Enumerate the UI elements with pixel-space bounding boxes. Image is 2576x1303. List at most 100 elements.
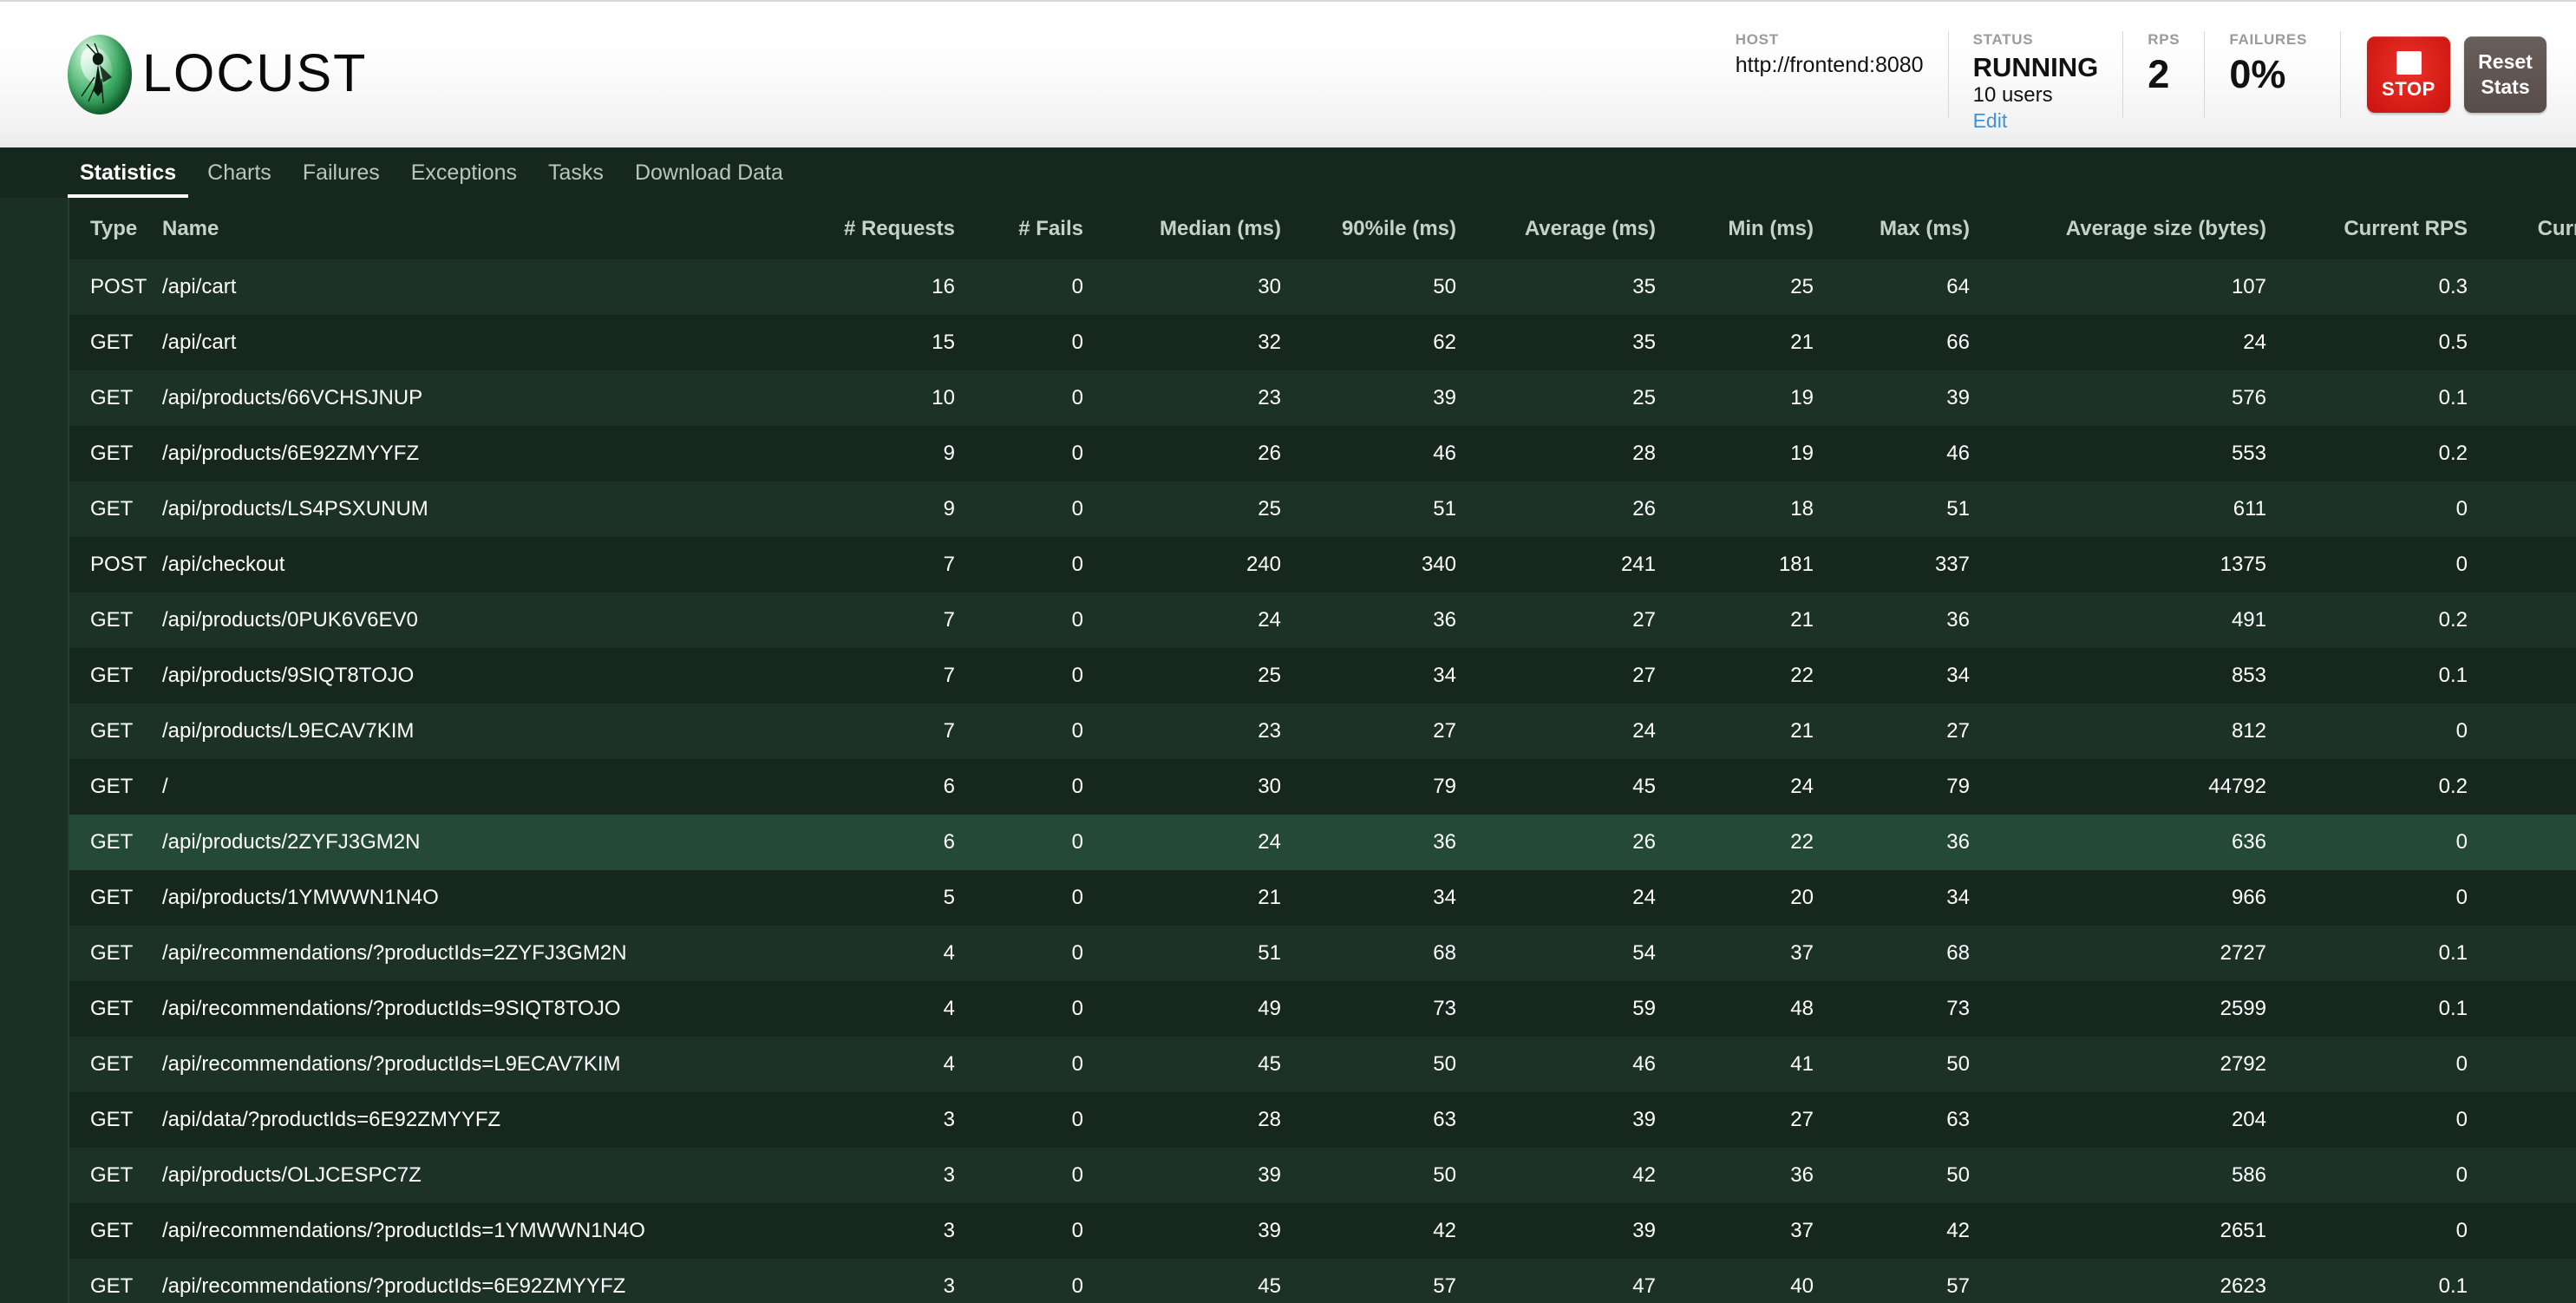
cell-median: 51	[1258, 941, 1281, 965]
column-header-name[interactable]: Name	[162, 198, 769, 259]
table-row[interactable]: GET/api/products/9SIQT8TOJO 7 0 25 34 27 22 34 8…	[69, 648, 2576, 704]
cell-average: 27	[1632, 608, 1656, 632]
cell-max: 50	[1946, 1163, 1970, 1187]
cell-rps: 0	[2455, 719, 2468, 743]
cell-fails: 0	[1071, 497, 1083, 521]
cell-median: 26	[1258, 442, 1281, 465]
cell-avgsize: 586	[2231, 1163, 2266, 1187]
cell-rps: 0	[2455, 1163, 2468, 1187]
cell-rps: 0.1	[2438, 997, 2468, 1020]
table-row[interactable]: GET/api/products/LS4PSXUNUM 9 0 25 51 26 18 51 6…	[69, 481, 2576, 537]
cell-avgsize: 2623	[2220, 1274, 2266, 1298]
table-row[interactable]: GET/api/products/1YMWWN1N4O 5 0 21 34 24 20 34 9…	[69, 870, 2576, 926]
cell-requests: 7	[943, 608, 955, 632]
cell-p90: 27	[1433, 719, 1456, 743]
table-row[interactable]: GET/api/products/OLJCESPC7Z 3 0 39 50 42 36 50 5…	[69, 1148, 2576, 1203]
cell-type: GET	[90, 830, 134, 854]
table-row[interactable]: GET/api/products/6E92ZMYYFZ 9 0 26 46 28 19 46 5…	[69, 426, 2576, 481]
cell-average: 47	[1632, 1274, 1656, 1298]
column-header-type[interactable]: Type	[69, 198, 162, 259]
locust-bug-icon	[81, 43, 112, 104]
stop-button[interactable]: STOP	[2367, 36, 2450, 113]
cell-min: 21	[1790, 331, 1814, 354]
table-row[interactable]: GET/api/products/66VCHSJNUP 10 0 23 39 25 19 39…	[69, 370, 2576, 426]
column-header-average[interactable]: Average (ms)	[1489, 198, 1689, 259]
cell-requests: 7	[943, 664, 955, 687]
cell-max: 34	[1946, 886, 1970, 909]
cell-min: 27	[1790, 1108, 1814, 1131]
cell-min: 22	[1790, 830, 1814, 854]
table-row[interactable]: GET/api/products/2ZYFJ3GM2N 6 0 24 36 26 22 36 6…	[69, 815, 2576, 870]
cell-median: 21	[1258, 886, 1281, 909]
table-row[interactable]: GET/api/data/?productIds=6E92ZMYYFZ 3 0 28 6…	[69, 1092, 2576, 1148]
cell-p90: 46	[1433, 442, 1456, 465]
table-row[interactable]: GET/api/recommendations/?productIds=9SIQ…	[69, 981, 2576, 1037]
cell-rps: 0.2	[2438, 608, 2468, 632]
tab-tasks[interactable]: Tasks	[548, 160, 604, 185]
cell-max: 36	[1946, 608, 1970, 632]
cell-average: 46	[1632, 1052, 1656, 1076]
cell-name: /api/data/?productIds=6E92ZMYYFZ	[162, 1108, 501, 1131]
column-header-requests[interactable]: # Requests	[769, 198, 986, 259]
cell-p90: 34	[1433, 886, 1456, 909]
header-stats: HOST http://frontend:8080 STATUS RUNNING…	[1711, 31, 2547, 132]
cell-rps: 0	[2455, 497, 2468, 521]
table-row[interactable]: POST/api/checkout 7 0 240 340 241 181 337 1375 0 0	[69, 537, 2576, 593]
cell-median: 30	[1258, 275, 1281, 298]
column-header-median[interactable]: Median (ms)	[1116, 198, 1316, 259]
cell-type: POST	[90, 553, 147, 576]
reset-stats-button[interactable]: Reset Stats	[2464, 36, 2547, 113]
cell-requests: 3	[943, 1163, 955, 1187]
cell-avgsize: 2727	[2220, 941, 2266, 965]
cell-requests: 7	[943, 719, 955, 743]
column-header-p90[interactable]: 90%ile (ms)	[1316, 198, 1489, 259]
cell-failps: 0	[2504, 759, 2576, 815]
table-row[interactable]: GET / 6 0 30 79 45 24 79 44792 0.2 0	[69, 759, 2576, 815]
column-header-avgsize[interactable]: Average size (bytes)	[2001, 198, 2296, 259]
tab-charts[interactable]: Charts	[207, 160, 271, 185]
cell-rps: 0	[2455, 1219, 2468, 1242]
cell-fails: 0	[1071, 719, 1083, 743]
tab-statistics[interactable]: Statistics	[68, 147, 189, 198]
cell-name: /api/cart	[162, 275, 237, 298]
cell-min: 18	[1790, 497, 1814, 521]
cell-fails: 0	[1071, 997, 1083, 1020]
cell-type: GET	[90, 386, 134, 409]
tab-download-data[interactable]: Download Data	[634, 160, 783, 185]
column-header-fails[interactable]: # Fails	[986, 198, 1116, 259]
cell-fails: 0	[1071, 608, 1083, 632]
cell-average: 27	[1632, 664, 1656, 687]
cell-rps: 0.1	[2438, 386, 2468, 409]
column-header-min[interactable]: Min (ms)	[1689, 198, 1845, 259]
table-row[interactable]: GET/api/recommendations/?productIds=2ZYF…	[69, 926, 2576, 981]
cell-avgsize: 553	[2231, 442, 2266, 465]
cell-failps: 0	[2504, 370, 2576, 426]
cell-failps: 0	[2504, 1037, 2576, 1092]
cell-fails: 0	[1071, 275, 1083, 298]
tab-exceptions[interactable]: Exceptions	[410, 160, 518, 185]
table-row[interactable]: GET/api/cart 15 0 32 62 35 21 66 24 0.5 0	[69, 315, 2576, 370]
cell-requests: 4	[943, 997, 955, 1020]
cell-average: 24	[1632, 719, 1656, 743]
table-row[interactable]: GET/api/products/0PUK6V6EV0 7 0 24 36 27 21 36 4…	[69, 593, 2576, 648]
cell-average: 25	[1632, 386, 1656, 409]
user-count: 10 users	[1972, 83, 2053, 108]
column-header-rps[interactable]: Current RPS	[2296, 198, 2504, 259]
nav-tabs: Statistics Charts Failures Exceptions Tasks D…	[0, 147, 2576, 198]
stop-square-icon	[2396, 50, 2422, 75]
table-row[interactable]: GET/api/products/L9ECAV7KIM 7 0 23 27 24 21 27 8…	[69, 704, 2576, 759]
table-row[interactable]: GET/api/recommendations/?productIds=6E92…	[69, 1259, 2576, 1303]
cell-name: /api/products/1YMWWN1N4O	[162, 886, 439, 909]
column-header-max[interactable]: Max (ms)	[1845, 198, 2001, 259]
cell-average: 54	[1632, 941, 1656, 965]
stop-button-label: STOP	[2382, 77, 2435, 100]
cell-p90: 51	[1433, 497, 1456, 521]
tab-failures[interactable]: Failures	[302, 160, 380, 185]
table-row[interactable]: POST/api/cart 16 0 30 50 35 25 64 107 0.3 0	[69, 259, 2576, 315]
column-header-failps[interactable]: Current Failures/s	[2504, 198, 2576, 259]
edit-link[interactable]: Edit	[1972, 109, 2008, 133]
cell-average: 45	[1632, 775, 1656, 798]
table-row[interactable]: GET/api/recommendations/?productIds=L9EC…	[69, 1037, 2576, 1092]
table-row[interactable]: GET/api/recommendations/?productIds=1YMW…	[69, 1203, 2576, 1259]
cell-max: 68	[1946, 941, 1970, 965]
